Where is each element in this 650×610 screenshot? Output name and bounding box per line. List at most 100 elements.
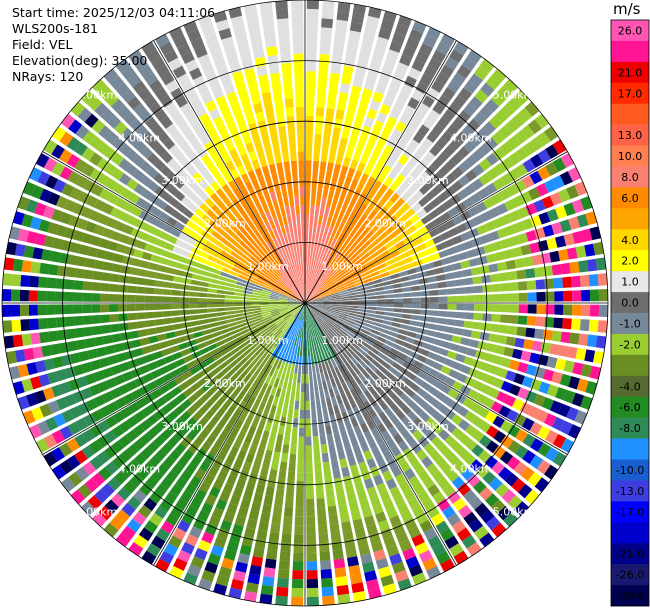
ray-gate — [444, 186, 456, 198]
ray-gate — [306, 596, 320, 606]
ray-gate — [290, 391, 296, 401]
ray-gate — [440, 211, 452, 222]
ray-gate — [456, 295, 466, 303]
ray-gate — [287, 215, 292, 225]
ray-gate — [375, 83, 387, 95]
ray-gate — [507, 495, 523, 510]
ray-gate — [321, 309, 330, 314]
ray-gate — [368, 532, 381, 544]
ray-gate — [473, 480, 487, 494]
ray-gate — [314, 125, 323, 135]
ray-gate — [345, 447, 354, 458]
ray-gate — [460, 231, 471, 242]
ray-gate — [201, 270, 212, 278]
ray-gate — [558, 249, 569, 262]
ray-gate — [277, 397, 285, 408]
ray-gate — [51, 464, 67, 480]
ray-gate — [281, 275, 289, 284]
ray-gate — [305, 303, 308, 312]
ray-gate — [468, 227, 480, 239]
ray-gate — [205, 260, 216, 268]
ray-gate — [191, 247, 202, 256]
ray-gate — [432, 259, 443, 268]
ray-gate — [457, 345, 469, 355]
ray-gate — [98, 85, 113, 101]
ray-gate — [69, 352, 81, 364]
ray-gate — [500, 293, 510, 302]
ray-gate — [336, 333, 345, 341]
ray-gate — [278, 125, 287, 136]
ray-gate — [133, 534, 149, 549]
ray-gate — [180, 348, 191, 357]
ray-gate — [269, 304, 279, 307]
ray-gate — [100, 314, 110, 324]
ray-gate — [555, 358, 567, 371]
ray-gate — [317, 284, 325, 291]
ray-gate — [411, 504, 425, 517]
ray-gate — [81, 163, 95, 177]
ray-gate — [30, 261, 41, 274]
ray-gate — [128, 541, 144, 557]
ray-gate — [560, 153, 575, 168]
ray-gate — [294, 319, 299, 328]
ray-gate — [503, 512, 518, 527]
ray-gate — [185, 89, 199, 102]
ray-gate — [569, 261, 580, 274]
ray-gate — [423, 527, 438, 541]
ray-gate — [374, 369, 385, 379]
ray-gate — [182, 145, 195, 157]
ray-gate — [484, 137, 498, 151]
ray-gate — [356, 433, 366, 445]
ray-gate — [328, 287, 338, 292]
ray-gate — [410, 152, 422, 164]
ray-gate — [290, 318, 296, 327]
ray-gate — [330, 199, 338, 210]
ray-gate — [306, 276, 310, 286]
ray-gate — [363, 478, 375, 490]
ray-gate — [333, 477, 343, 488]
ray-gate — [305, 294, 308, 303]
ray-gate — [315, 316, 322, 325]
ray-gate — [287, 261, 293, 271]
ray-gate — [278, 321, 286, 329]
ray-gate — [396, 333, 407, 341]
ray-gate — [384, 199, 394, 210]
ray-gate — [292, 289, 299, 297]
ray-gate — [358, 192, 367, 203]
ray-gate — [356, 161, 366, 173]
ray-gate — [390, 465, 402, 478]
ray-gate — [322, 188, 329, 199]
range-ring-label: 5.00km — [493, 506, 535, 519]
ray-gate — [290, 444, 297, 455]
ray-gate — [382, 498, 395, 511]
ray-gate — [467, 388, 480, 400]
ray-gate — [230, 347, 240, 355]
ray-gate — [463, 103, 477, 117]
ray-gate — [258, 195, 267, 206]
ray-gate — [75, 124, 90, 140]
ray-gate — [293, 288, 300, 297]
ray-gate — [362, 561, 375, 573]
ray-gate — [447, 303, 457, 310]
ray-gate — [133, 489, 147, 503]
ray-gate — [180, 196, 192, 207]
ray-gate — [366, 292, 376, 297]
ray-gate — [335, 19, 348, 30]
ray-gate — [444, 376, 456, 387]
ray-gate — [461, 467, 475, 481]
ray-gate — [593, 241, 604, 256]
ray-gate — [334, 220, 341, 230]
ray-gate — [363, 400, 373, 411]
ray-gate — [345, 148, 354, 159]
ray-gate — [413, 177, 424, 189]
ray-gate — [451, 413, 463, 426]
ray-gate — [317, 326, 323, 335]
ray-gate — [280, 143, 289, 154]
ray-gate — [205, 357, 215, 366]
ray-gate — [363, 145, 373, 157]
ray-gate — [446, 469, 459, 483]
ray-gate — [112, 455, 126, 469]
ray-gate — [451, 180, 463, 193]
ray-gate — [420, 381, 432, 392]
ray-gate — [358, 213, 368, 224]
